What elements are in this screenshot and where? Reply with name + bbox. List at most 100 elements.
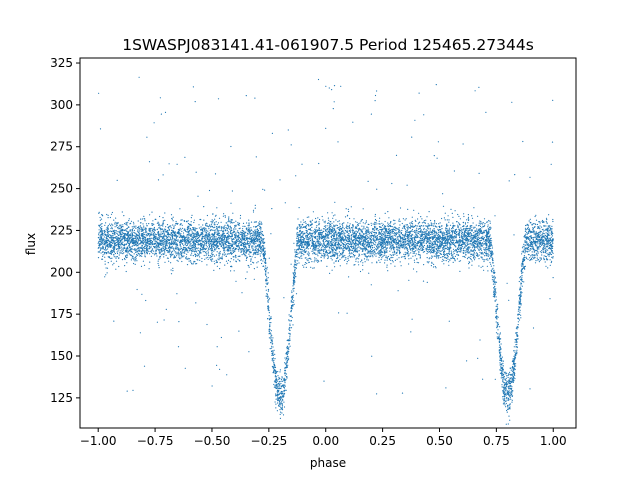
data-point	[106, 230, 108, 232]
data-point	[283, 380, 285, 382]
data-point	[289, 337, 291, 339]
data-point	[406, 243, 408, 245]
data-point	[136, 253, 138, 256]
data-point	[224, 250, 226, 252]
data-point	[546, 257, 548, 260]
data-point	[123, 215, 125, 217]
data-point	[530, 257, 533, 260]
data-point	[315, 258, 317, 260]
data-point	[308, 223, 310, 225]
data-point	[269, 332, 271, 334]
data-point	[462, 225, 464, 228]
data-point	[409, 222, 411, 224]
data-point	[499, 362, 501, 364]
data-point	[374, 100, 376, 102]
data-point	[309, 220, 311, 222]
data-point	[359, 239, 361, 241]
data-point	[143, 225, 145, 227]
data-point	[166, 224, 169, 226]
data-point	[548, 247, 550, 250]
data-point	[386, 257, 388, 259]
data-point	[106, 267, 109, 269]
data-point	[408, 279, 410, 281]
data-point	[328, 219, 330, 221]
data-point	[131, 231, 133, 233]
data-point	[384, 246, 386, 248]
data-point	[425, 231, 427, 233]
data-point	[316, 249, 318, 251]
data-point	[528, 254, 530, 256]
data-point	[426, 281, 428, 283]
data-point	[258, 222, 260, 225]
data-point	[164, 252, 166, 254]
data-point	[435, 84, 437, 86]
data-point	[138, 229, 140, 231]
data-point	[113, 256, 115, 258]
data-point	[374, 94, 377, 97]
data-points	[97, 76, 554, 425]
data-point	[416, 233, 418, 235]
data-point	[181, 250, 183, 252]
data-point	[478, 222, 480, 224]
data-point	[445, 232, 447, 234]
data-point	[338, 237, 340, 239]
data-point	[532, 237, 534, 239]
data-point	[487, 226, 489, 228]
data-point	[242, 222, 245, 224]
data-point	[286, 376, 288, 378]
data-point	[531, 256, 534, 258]
data-point	[384, 262, 386, 264]
data-point	[333, 253, 335, 255]
data-point	[121, 252, 123, 254]
data-point	[256, 240, 258, 243]
data-point	[245, 239, 247, 242]
data-point	[303, 266, 305, 268]
data-point	[163, 229, 165, 231]
data-point	[194, 263, 197, 265]
data-point	[528, 220, 530, 222]
data-point	[158, 222, 160, 224]
data-point	[446, 243, 448, 245]
data-point	[281, 409, 284, 411]
data-point	[388, 229, 390, 231]
data-point	[313, 261, 315, 263]
data-point	[508, 180, 510, 182]
data-point	[318, 221, 320, 223]
data-point	[472, 256, 475, 258]
data-point	[460, 251, 462, 253]
data-point	[476, 252, 478, 254]
data-point	[502, 376, 504, 378]
data-point	[155, 236, 157, 238]
data-point	[522, 271, 524, 273]
data-point	[210, 259, 212, 261]
data-point	[447, 232, 449, 234]
data-point	[255, 221, 258, 223]
data-point	[411, 233, 413, 235]
data-point	[227, 239, 229, 241]
data-point	[122, 233, 124, 235]
data-point	[146, 233, 148, 235]
data-point	[391, 182, 393, 185]
data-point	[220, 336, 222, 339]
data-point	[381, 233, 383, 235]
data-point	[273, 349, 275, 351]
data-point	[237, 222, 239, 224]
data-point	[383, 231, 385, 233]
data-point	[279, 417, 281, 419]
data-point	[194, 248, 196, 250]
data-point	[529, 257, 531, 259]
data-point	[275, 407, 277, 409]
data-point	[488, 251, 490, 253]
data-point	[175, 235, 177, 237]
data-point	[249, 238, 251, 240]
data-point	[232, 247, 234, 250]
data-point	[399, 231, 401, 233]
data-point	[158, 252, 160, 254]
data-point	[104, 260, 106, 262]
data-point	[456, 252, 458, 254]
data-point	[313, 249, 316, 251]
data-point	[299, 224, 301, 226]
data-point	[170, 233, 172, 235]
data-point	[290, 315, 292, 317]
data-point	[431, 261, 433, 263]
